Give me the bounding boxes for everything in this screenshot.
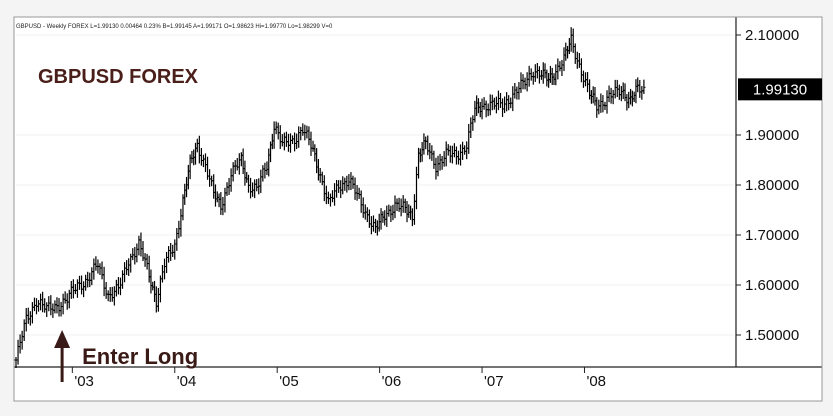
x-tick-label-0: '03 (74, 373, 94, 390)
entry-annotation: Enter Long (54, 330, 198, 382)
y-tick-label-0: 2.10000 (745, 27, 799, 44)
price-bars (14, 27, 646, 368)
chart-frame (13, 16, 823, 402)
y-tick-label-5: 1.50000 (745, 327, 799, 344)
plot-area (14, 17, 735, 367)
y-tick-label-2: 1.80000 (745, 177, 799, 194)
y-tick-label-1: 1.90000 (745, 127, 799, 144)
x-tick-label-3: '06 (382, 373, 402, 390)
y-tick-labels: 2.10000 1.90000 1.80000 1.70000 1.60000 1.500… (736, 27, 799, 344)
chart-title: GBPUSD FOREX (38, 66, 199, 88)
last-price-label: 1.99130 (753, 81, 807, 98)
x-tick-labels: '03 '04 '05 '06 '07 '08 (71, 367, 606, 390)
y-tick-label-3: 1.70000 (745, 227, 799, 244)
x-tick-label-5: '08 (586, 373, 606, 390)
x-tick-label-2: '05 (279, 373, 299, 390)
x-tick-label-1: '04 (177, 373, 197, 390)
info-line: GBPUSD - Weekly FOREX L=1.99130 0.00464 … (16, 24, 333, 30)
y-tick-label-4: 1.60000 (745, 277, 799, 294)
price-axis-area (736, 17, 822, 367)
gridlines (16, 34, 733, 336)
last-price-marker: 1.99130 (738, 78, 822, 101)
last-price-box (738, 78, 822, 101)
entry-arrow-head (54, 330, 71, 348)
time-axis-area (14, 367, 822, 401)
entry-label: Enter Long (82, 344, 198, 369)
x-tick-label-4: '07 (484, 373, 504, 390)
